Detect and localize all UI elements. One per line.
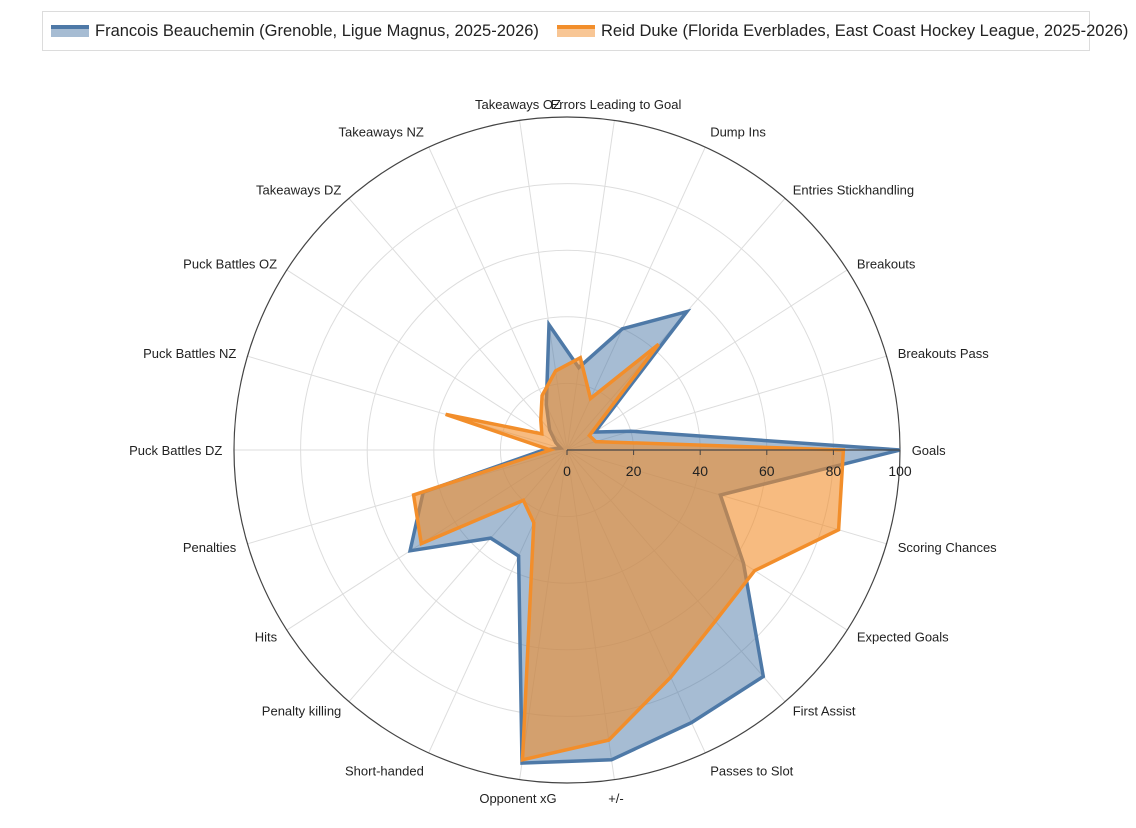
- legend-item-series-1[interactable]: Francois Beauchemin (Grenoble, Ligue Mag…: [51, 22, 539, 41]
- category-label: Dump Ins: [710, 125, 766, 140]
- category-label: Penalties: [183, 540, 237, 555]
- category-label: Errors Leading to Goal: [551, 97, 682, 112]
- legend-swatch-series-2: [556, 25, 595, 37]
- category-label: Penalty killing: [262, 704, 342, 719]
- category-label: First Assist: [793, 704, 856, 719]
- legend-swatch-line-1: [51, 25, 89, 29]
- radial-tick-label: 60: [759, 463, 775, 479]
- category-label: Breakouts: [857, 257, 916, 272]
- legend-label-series-1: Francois Beauchemin (Grenoble, Ligue Mag…: [95, 21, 539, 40]
- category-label: Opponent xG: [479, 791, 556, 806]
- radial-tick-label: 20: [626, 463, 642, 479]
- category-label: Entries Stickhandling: [793, 183, 914, 198]
- grid-spoke: [286, 269, 568, 451]
- category-label: Breakouts Pass: [898, 346, 990, 361]
- legend: Francois Beauchemin (Grenoble, Ligue Mag…: [42, 11, 1128, 51]
- category-label: Scoring Chances: [898, 540, 997, 555]
- category-label: Hits: [255, 629, 278, 644]
- radial-tick-label: 40: [692, 463, 708, 479]
- grid-spoke: [348, 198, 568, 451]
- category-label: Takeaways DZ: [256, 183, 341, 198]
- legend-swatch-fill-1: [51, 28, 89, 37]
- legend-swatch-series-1: [51, 25, 89, 37]
- grid-spoke: [566, 269, 848, 451]
- category-label: +/-: [608, 791, 624, 806]
- category-label: Takeaways OZ: [475, 97, 561, 112]
- category-label: Puck Battles OZ: [183, 257, 277, 272]
- legend-item-series-2[interactable]: Reid Duke (Florida Everblades, East Coas…: [556, 21, 1129, 41]
- category-label: Puck Battles DZ: [129, 443, 222, 458]
- series-area-2: [411, 342, 846, 763]
- category-label: Short-handed: [345, 764, 424, 779]
- radial-tick-label: 0: [563, 463, 571, 479]
- radial-tick-label: 80: [826, 463, 842, 479]
- radial-tick-label: 100: [888, 463, 912, 479]
- legend-swatch-line-2: [556, 25, 595, 29]
- category-label: Passes to Slot: [710, 764, 793, 779]
- category-label: Takeaways NZ: [339, 125, 424, 140]
- legend-swatch-fill-2: [556, 28, 595, 37]
- legend-label-series-2: Reid Duke (Florida Everblades, East Coas…: [600, 21, 1129, 40]
- category-label: Expected Goals: [857, 629, 949, 644]
- category-label: Puck Battles NZ: [143, 346, 236, 361]
- category-label: Goals: [912, 443, 946, 458]
